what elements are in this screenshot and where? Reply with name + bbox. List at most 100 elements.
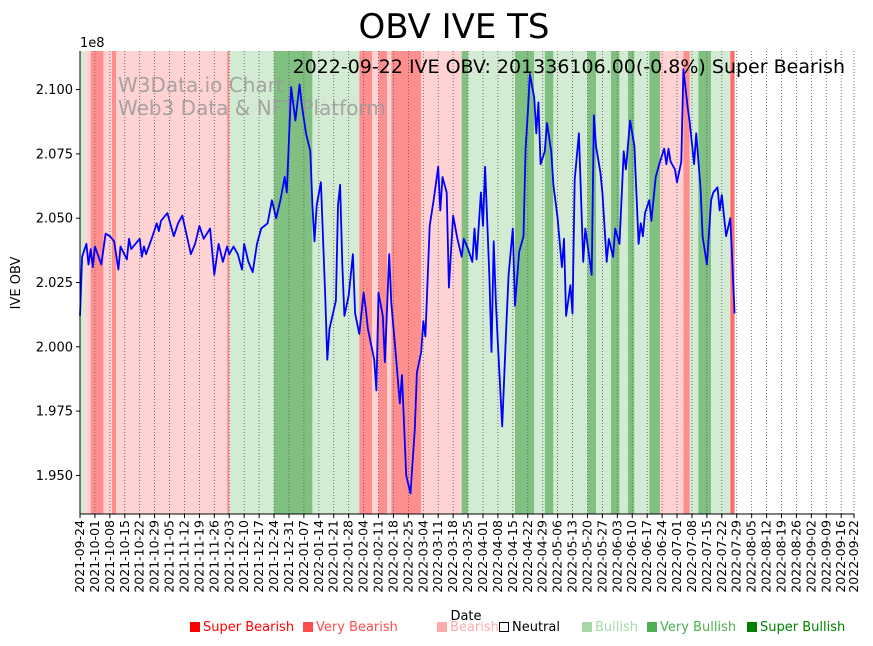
signal-region-very-bullish — [649, 51, 660, 514]
y-tick-label: 2.100 — [36, 83, 73, 98]
signal-region-bullish — [312, 51, 321, 514]
x-tick-label: 2022-02-04 — [356, 520, 371, 593]
x-tick-label: 2021-12-17 — [251, 520, 266, 593]
signal-region-very-bearish — [378, 51, 388, 514]
x-tick-label: 2022-09-02 — [803, 520, 818, 593]
legend-swatch — [582, 622, 592, 632]
signal-region-bearish — [84, 51, 91, 514]
legend-swatch — [303, 622, 313, 632]
y-tick-label: 1.950 — [36, 469, 73, 484]
signal-region-very-bearish — [227, 51, 230, 514]
x-tick-label: 2022-07-29 — [729, 520, 744, 593]
signal-region-bullish — [468, 51, 515, 514]
signal-region-very-bearish — [391, 51, 422, 514]
y-tick-label: 1.975 — [36, 405, 73, 420]
legend-swatch — [747, 622, 757, 632]
legend-item-very-bullish: Very Bullish — [647, 620, 736, 635]
x-tick-label: 2022-08-26 — [788, 520, 803, 593]
x-tick-label: 2021-11-12 — [176, 520, 191, 593]
signal-region-very-bullish — [698, 51, 712, 514]
x-tick-label: 2021-10-15 — [117, 520, 132, 593]
x-tick-label: 2022-04-29 — [535, 520, 550, 593]
signal-region-bearish — [116, 51, 228, 514]
x-tick-label: 2022-02-18 — [385, 520, 400, 593]
legend-label: Bearish — [450, 620, 499, 635]
x-tick-label: 2022-04-01 — [475, 520, 490, 593]
legend-label: Very Bullish — [660, 620, 737, 635]
signal-region-bearish — [372, 51, 379, 514]
x-tick-label: 2021-10-01 — [87, 520, 102, 593]
legend-item-super-bullish: Super Bullish — [747, 620, 845, 635]
signal-region-bearish — [103, 51, 112, 514]
legend-swatch — [499, 622, 509, 632]
x-tick-label: 2022-09-09 — [818, 520, 833, 593]
x-tick-label: 2022-08-19 — [774, 520, 789, 593]
signal-region-bearish — [387, 51, 392, 514]
x-tick-label: 2021-10-22 — [132, 520, 147, 593]
signal-region-very-bearish — [683, 51, 690, 514]
y-axis-label: IVE OBV — [9, 257, 24, 310]
legend-label: Super Bullish — [760, 620, 846, 635]
signal-region-bullish — [553, 51, 588, 514]
plot-area: W3Data.io Chart Web3 Data & NFT Platform… — [79, 51, 855, 514]
x-tick-label: 2022-01-21 — [326, 520, 341, 593]
y-axis-ticks: 1.950 1.975 2.000 2.025 2.050 2.075 2.100 — [36, 83, 80, 484]
x-tick-label: 2022-04-15 — [505, 520, 520, 593]
x-tick-label: 2022-05-13 — [565, 520, 580, 593]
signal-region-very-bearish — [359, 51, 373, 514]
y-tick-label: 2.025 — [36, 276, 73, 291]
watermark-line-2: Web3 Data & NFT Platform — [118, 96, 386, 120]
signal-region-very-bullish — [610, 51, 620, 514]
chart-annotation: 2022-09-22 IVE OBV: 201336106.00(-0.8%) … — [292, 56, 845, 78]
x-tick-label: 2022-07-08 — [684, 520, 699, 593]
signal-region-very-bullish — [627, 51, 635, 514]
legend-item-bullish: Bullish — [582, 620, 638, 635]
legend: Super Bearish Very Bearish Bearish Neutral B… — [186, 620, 866, 638]
legend-label: Neutral — [512, 620, 560, 635]
signal-region-bullish — [596, 51, 611, 514]
x-tick-label: 2022-02-25 — [400, 520, 415, 593]
x-tick-label: 2022-03-11 — [430, 520, 445, 593]
x-tick-label: 2022-09-16 — [833, 520, 848, 593]
signal-region-very-bullish — [274, 51, 313, 514]
x-tick-label: 2021-11-19 — [191, 520, 206, 593]
signal-region-bearish — [659, 51, 684, 514]
x-tick-label: 2022-02-11 — [371, 520, 386, 593]
x-tick-label: 2022-08-05 — [744, 520, 759, 593]
x-axis-label: Date — [450, 609, 481, 624]
signal-region-bullish — [229, 51, 275, 514]
legend-swatch — [647, 622, 657, 632]
obv-line-series — [79, 68, 736, 495]
x-tick-label: 2022-01-28 — [341, 520, 356, 593]
legend-item-bearish: Bearish — [437, 620, 499, 635]
x-tick-label: 2022-03-25 — [460, 520, 475, 593]
x-tick-label: 2022-01-07 — [296, 520, 311, 593]
x-tick-label: 2021-10-08 — [102, 520, 117, 593]
x-tick-label: 2021-12-10 — [236, 520, 251, 593]
legend-label: Very Bearish — [316, 620, 398, 635]
legend-swatch — [190, 622, 200, 632]
signal-regions — [80, 51, 735, 514]
x-tick-label: 2022-07-15 — [699, 520, 714, 593]
signal-region-very-bearish — [111, 51, 117, 514]
chart-title: OBV IVE TS — [358, 7, 549, 47]
signal-region-bullish — [80, 51, 85, 514]
signal-region-bullish — [619, 51, 628, 514]
legend-item-super-bearish: Super Bearish — [190, 620, 294, 635]
signal-region-very-bearish — [90, 51, 104, 514]
x-tick-label: 2022-05-06 — [550, 520, 565, 593]
x-tick-label: 2022-08-12 — [759, 520, 774, 593]
legend-item-neutral: Neutral — [499, 620, 560, 635]
signal-region-bullish — [689, 51, 699, 514]
watermark-line-1: W3Data.io Chart — [118, 73, 284, 97]
signal-region-bullish — [711, 51, 722, 514]
signal-region-bullish — [320, 51, 360, 514]
legend-label: Super Bearish — [203, 620, 295, 635]
signal-region-bullish — [534, 51, 545, 514]
signal-region-very-bullish — [514, 51, 535, 514]
x-tick-label: 2022-04-08 — [490, 520, 505, 593]
signal-region-very-bullish — [461, 51, 469, 514]
legend-swatch — [437, 622, 447, 632]
legend-item-very-bearish: Very Bearish — [303, 620, 398, 635]
